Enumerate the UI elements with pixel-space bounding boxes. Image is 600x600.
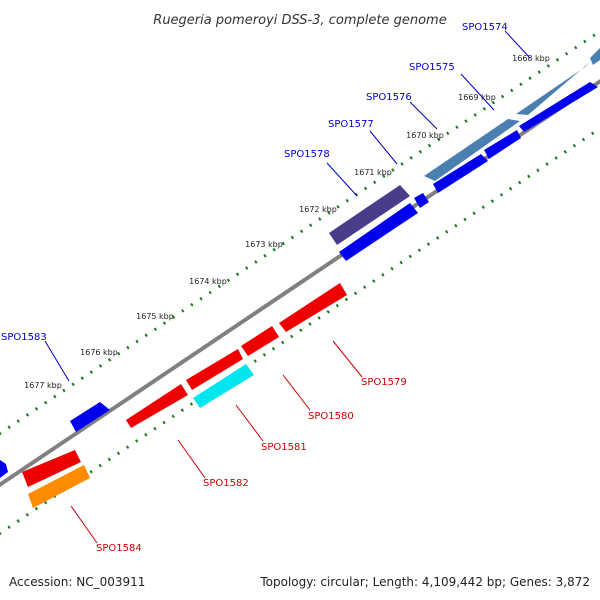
gene-spo1580-feature-b[interactable] — [186, 349, 243, 390]
kbp-label: 1674 kbp — [189, 277, 227, 286]
inner-tick-ring — [0, 126, 600, 536]
gene-labels: SPO1574 SPO1575 SPO1576 SPO1577 SPO1578 … — [1, 22, 508, 554]
label-leaders — [44, 30, 531, 544]
gene-label-spo1576[interactable]: SPO1576 — [366, 92, 412, 103]
gene-spo1581-feature[interactable] — [193, 364, 254, 408]
reverse-strand-features — [22, 283, 347, 508]
kbp-label: 1672 kbp — [299, 205, 337, 214]
gene-spo1576-feature-a[interactable] — [433, 154, 488, 193]
topology-text: Topology: circular; Length: 4,109,442 bp… — [260, 575, 590, 589]
gene-spo1576-feature-b[interactable] — [484, 130, 521, 159]
accession-text: Accession: NC_003911 — [9, 575, 146, 589]
gene-spo1579-feature[interactable] — [279, 283, 347, 332]
leader-spo1580 — [282, 374, 311, 411]
gene-label-spo1580[interactable]: SPO1580 — [308, 411, 354, 422]
inner-minor-ticks — [0, 126, 600, 536]
map-title: Ruegeria pomeroyi DSS-3, complete genome — [153, 13, 446, 28]
leader-spo1584 — [70, 505, 98, 544]
gene-label-spo1578[interactable]: SPO1578 — [284, 149, 330, 160]
kbp-label: 1670 kbp — [406, 131, 444, 140]
gene-spo1576-feature-c[interactable] — [519, 82, 598, 132]
kbp-scale: 1668 kbp 1669 kbp 1670 kbp 1671 kbp 1672… — [24, 54, 550, 390]
leader-spo1579 — [332, 340, 363, 378]
gene-spo1575-feature[interactable] — [424, 119, 520, 181]
gene-spo1578-feature-b[interactable] — [339, 203, 418, 261]
kbp-label: 1669 kbp — [458, 93, 496, 102]
gene-label-spo1583[interactable]: SPO1583 — [1, 332, 47, 343]
gene-label-spo1581[interactable]: SPO1581 — [261, 442, 307, 453]
gene-spo1582-feature[interactable] — [126, 384, 188, 428]
gene-partial-feature[interactable] — [590, 48, 600, 65]
gene-label-spo1574[interactable]: SPO1574 — [462, 22, 508, 33]
gene-label-spo1582[interactable]: SPO1582 — [203, 478, 249, 489]
kbp-label: 1673 kbp — [245, 240, 283, 249]
gene-label-spo1577[interactable]: SPO1577 — [328, 119, 374, 130]
outer-minor-ticks — [0, 29, 600, 436]
gene-spo1577-feature[interactable] — [414, 193, 429, 208]
gene-spo1583-feature[interactable] — [70, 402, 110, 432]
leader-spo1582 — [177, 439, 206, 479]
gene-spo1574-feature[interactable] — [516, 62, 590, 115]
gene-label-spo1579[interactable]: SPO1579 — [361, 377, 407, 388]
leader-spo1575 — [460, 73, 495, 111]
gene-spo1582-feature-b[interactable] — [22, 450, 81, 487]
leader-spo1581 — [235, 404, 264, 442]
forward-strand-features — [0, 48, 600, 478]
outer-tick-ring — [0, 29, 600, 436]
leader-spo1576 — [409, 101, 438, 130]
leader-spo1583 — [44, 340, 70, 382]
leader-spo1574 — [504, 30, 531, 59]
gene-spo1580-feature-a[interactable] — [241, 326, 279, 356]
kbp-label: 1668 kbp — [512, 54, 550, 63]
kbp-label: 1675 kbp — [136, 312, 174, 321]
leader-spo1577 — [369, 130, 398, 165]
gene-label-spo1575[interactable]: SPO1575 — [409, 62, 455, 73]
kbp-label: 1677 kbp — [24, 381, 62, 390]
gene-edge-feature[interactable] — [0, 460, 8, 478]
gene-label-spo1584[interactable]: SPO1584 — [96, 543, 142, 554]
gene-spo1584-feature[interactable] — [28, 465, 90, 508]
gene-spo1578-feature[interactable] — [329, 185, 410, 245]
kbp-label: 1671 kbp — [354, 168, 392, 177]
leader-spo1578 — [326, 162, 358, 197]
kbp-label: 1676 kbp — [80, 348, 118, 357]
